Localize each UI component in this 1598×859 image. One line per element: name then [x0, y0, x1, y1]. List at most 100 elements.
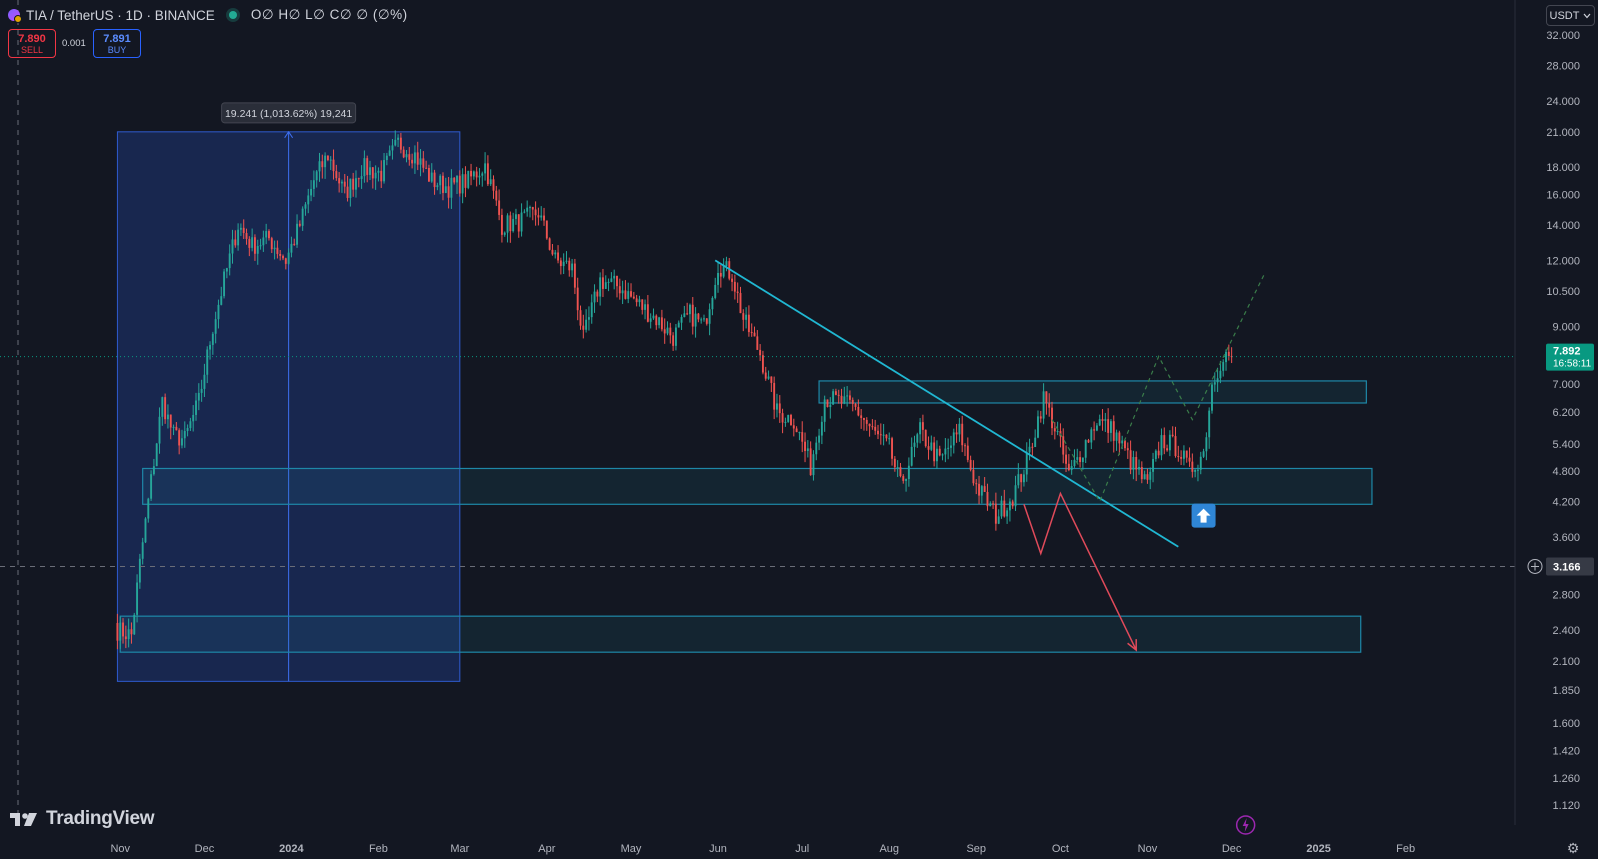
candle-body: [1194, 469, 1197, 472]
candle-body: [885, 434, 888, 439]
candle-body: [593, 291, 596, 303]
candle-body: [461, 174, 464, 194]
candle-body: [450, 177, 453, 198]
currency-selector[interactable]: USDT: [1546, 5, 1595, 26]
candle-body: [975, 483, 978, 485]
candle-body: [430, 172, 433, 182]
price-axis-tick: 24.000: [1546, 96, 1580, 108]
candle-body: [638, 299, 641, 303]
time-axis-tick: May: [621, 843, 642, 855]
candle-body: [492, 179, 495, 191]
price-axis-tick: 1.420: [1552, 746, 1580, 758]
candle-body: [545, 220, 548, 239]
candle-body: [529, 207, 531, 209]
buy-button[interactable]: 7.891 BUY: [93, 29, 141, 58]
candle-body: [383, 160, 385, 182]
candle-body: [865, 419, 868, 424]
time-axis-tick: 2025: [1306, 843, 1330, 855]
candle-body: [517, 214, 520, 232]
candle-body: [919, 422, 922, 435]
candle-body: [526, 207, 529, 212]
candle-body: [1070, 466, 1073, 471]
candle-body: [301, 208, 304, 226]
candle-body: [1222, 362, 1225, 371]
candle-body: [178, 430, 181, 446]
candle-body: [279, 253, 282, 256]
candle-body: [1213, 382, 1216, 385]
candle-body: [1017, 474, 1020, 486]
price-axis-tick: 10.500: [1546, 286, 1580, 298]
candle-body: [1163, 435, 1166, 449]
candle-body: [1191, 461, 1194, 472]
sell-button[interactable]: 7.890 SELL: [8, 29, 56, 58]
candle-body: [1160, 435, 1163, 456]
candle-body: [1177, 456, 1180, 458]
candle-body: [1056, 431, 1059, 433]
candle-body: [877, 430, 879, 435]
candle-body: [209, 344, 211, 350]
candle-body: [559, 260, 562, 267]
candle-body: [425, 167, 428, 169]
candle-body: [436, 185, 439, 188]
candle-body: [155, 443, 158, 467]
price-axis-tick: 14.000: [1546, 220, 1580, 232]
add-alert-icon: [1527, 558, 1543, 574]
candle-body: [310, 188, 313, 196]
price-axis-tick: 1.120: [1552, 800, 1580, 812]
candle-body: [708, 309, 711, 324]
time-axis-tick: Dec: [1222, 843, 1242, 855]
candle-body: [512, 218, 515, 232]
candle-body: [568, 260, 571, 271]
time-axis-tick: Feb: [369, 843, 388, 855]
candle-body: [439, 175, 442, 186]
candle-body: [644, 304, 647, 310]
candle-body: [147, 498, 150, 519]
price-axis-tick: 16.000: [1546, 189, 1580, 201]
candle-body: [1152, 458, 1155, 472]
settings-gear-icon[interactable]: ⚙: [1566, 840, 1580, 856]
candle-body: [397, 137, 400, 140]
candle-body: [944, 448, 947, 455]
price-axis-tick: 7.000: [1552, 379, 1580, 391]
candle-body: [756, 336, 759, 350]
candle-body: [997, 516, 1000, 524]
candle-body: [427, 167, 430, 182]
candle-body: [694, 313, 697, 327]
candle-body: [1022, 474, 1025, 483]
candle-body: [585, 319, 588, 330]
candle-body: [1109, 421, 1112, 433]
candle-body: [172, 426, 175, 428]
price-axis-tick: 4.800: [1552, 466, 1580, 478]
candle-body: [1185, 450, 1188, 458]
price-axis-tick: 5.400: [1552, 439, 1580, 451]
candle-body: [416, 152, 419, 165]
candle-body: [1140, 467, 1143, 480]
sell-price: 7.890: [18, 32, 46, 45]
candle-body: [447, 186, 450, 198]
candle-body: [380, 170, 383, 182]
candle-body: [905, 479, 908, 481]
candle-body: [857, 406, 860, 416]
candle-body: [329, 159, 332, 161]
tradingview-logo[interactable]: TradingView: [10, 808, 155, 830]
candle-body: [860, 415, 863, 418]
candle-body: [262, 237, 265, 246]
candle-body: [587, 317, 590, 320]
candle-body: [1174, 436, 1177, 457]
candle-body: [253, 237, 256, 254]
lightning-icon: [1242, 818, 1249, 832]
candle-body: [1124, 440, 1126, 449]
candle-body: [458, 175, 461, 194]
candle-body: [1146, 474, 1149, 480]
symbol-title[interactable]: TIA / TetherUS · 1D · BINANCE: [26, 7, 215, 23]
symbol-header[interactable]: TIA / TetherUS · 1D · BINANCE O∅ H∅ L∅ C…: [8, 5, 408, 25]
candle-body: [781, 413, 784, 423]
candle-body: [1062, 436, 1065, 455]
candle-body: [296, 223, 298, 245]
candle-body: [1129, 450, 1132, 470]
candle-body: [388, 150, 391, 156]
candle-body: [1115, 432, 1118, 441]
candle-body: [630, 291, 632, 297]
bullish-forecast-path: [1051, 271, 1266, 503]
